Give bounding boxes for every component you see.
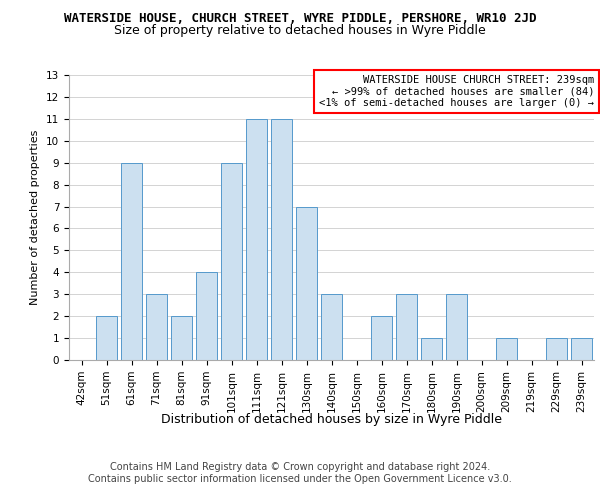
Bar bbox=[546, 338, 567, 360]
Text: Contains HM Land Registry data © Crown copyright and database right 2024.: Contains HM Land Registry data © Crown c… bbox=[110, 462, 490, 472]
Y-axis label: Number of detached properties: Number of detached properties bbox=[31, 130, 40, 305]
Bar bbox=[171, 316, 192, 360]
Bar bbox=[121, 162, 142, 360]
Text: WATERSIDE HOUSE, CHURCH STREET, WYRE PIDDLE, PERSHORE, WR10 2JD: WATERSIDE HOUSE, CHURCH STREET, WYRE PID… bbox=[64, 12, 536, 26]
Bar bbox=[221, 162, 242, 360]
Bar bbox=[496, 338, 517, 360]
Bar bbox=[146, 294, 167, 360]
Bar bbox=[396, 294, 417, 360]
Text: Contains public sector information licensed under the Open Government Licence v3: Contains public sector information licen… bbox=[88, 474, 512, 484]
Bar bbox=[296, 206, 317, 360]
Bar bbox=[96, 316, 117, 360]
Bar bbox=[271, 119, 292, 360]
Bar bbox=[196, 272, 217, 360]
Bar bbox=[321, 294, 342, 360]
Text: Distribution of detached houses by size in Wyre Piddle: Distribution of detached houses by size … bbox=[161, 412, 502, 426]
Bar bbox=[571, 338, 592, 360]
Bar bbox=[246, 119, 267, 360]
Bar bbox=[421, 338, 442, 360]
Text: WATERSIDE HOUSE CHURCH STREET: 239sqm
← >99% of detached houses are smaller (84): WATERSIDE HOUSE CHURCH STREET: 239sqm ← … bbox=[319, 75, 594, 108]
Bar bbox=[371, 316, 392, 360]
Bar bbox=[446, 294, 467, 360]
Text: Size of property relative to detached houses in Wyre Piddle: Size of property relative to detached ho… bbox=[114, 24, 486, 37]
